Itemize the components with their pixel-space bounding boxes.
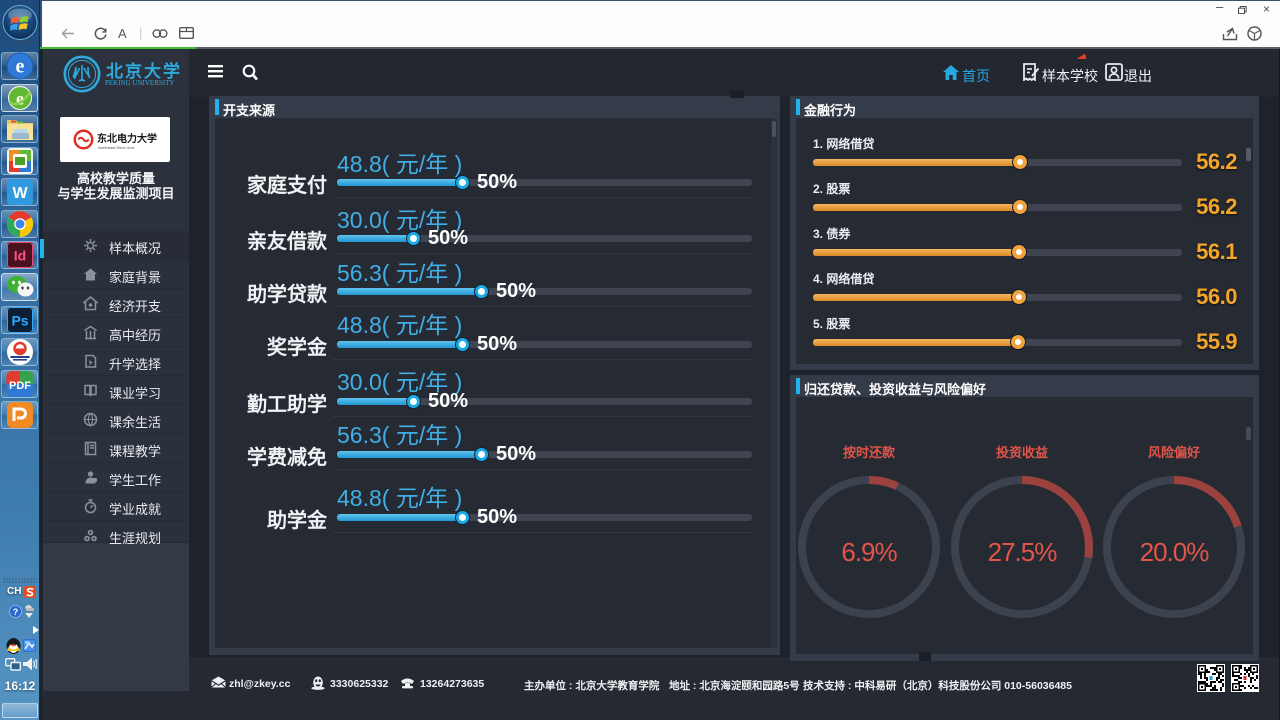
svg-text:?: ? [13, 607, 19, 617]
svg-text:Ps: Ps [11, 313, 28, 329]
svg-text:W: W [12, 185, 28, 202]
svg-text:e: e [16, 89, 24, 109]
svg-text:PDF: PDF [9, 380, 31, 392]
svg-text:Id: Id [14, 248, 26, 264]
svg-text:e: e [16, 56, 25, 78]
